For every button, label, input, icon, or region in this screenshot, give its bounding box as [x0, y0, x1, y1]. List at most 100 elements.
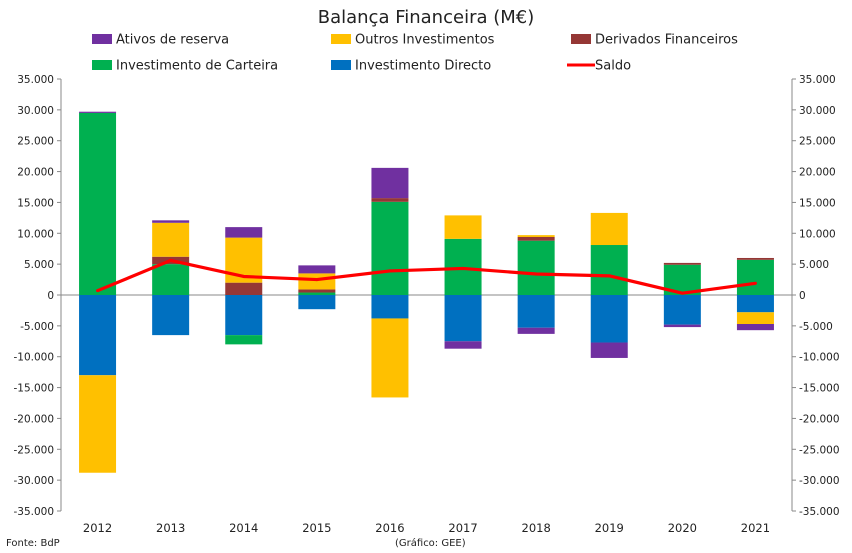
bar-outros-investimentos-2013: [152, 222, 190, 257]
y-tick-label-left: -20.000: [13, 413, 54, 425]
x-tick-label-2013: 2013: [156, 521, 185, 535]
bar-derivados-financeiros-2020: [663, 262, 701, 265]
x-tick-label-2019: 2019: [595, 521, 624, 535]
legend-label: Investimento de Carteira: [116, 59, 278, 74]
bar-investimento-de-carteira-2016: [371, 201, 409, 295]
y-tick-label-left: 0: [47, 290, 54, 302]
saldo-point-2016: [388, 269, 392, 273]
y-tick-label-right: 25.000: [799, 136, 836, 148]
x-tick-label-2018: 2018: [522, 521, 551, 535]
y-tick-label-left: 10.000: [17, 228, 54, 240]
bar-ativos-de-reserva-2021: [736, 324, 774, 331]
y-tick-label-left: 15.000: [17, 197, 54, 209]
bar-ativos-de-reserva-2018: [517, 327, 555, 334]
bar-investimento-directo-2018: [517, 295, 555, 328]
legend-swatch: [92, 34, 112, 44]
bar-derivados-financeiros-2021: [736, 257, 774, 260]
y-tick-label-left: -15.000: [13, 383, 54, 395]
legend-label: Outros Investimentos: [355, 33, 495, 48]
legend-swatch: [92, 60, 112, 70]
legend-swatch: [331, 34, 351, 44]
legend-item-derivados-financeiros: Derivados Financeiros: [571, 33, 738, 48]
bar-ativos-de-reserva-2012: [79, 111, 117, 113]
bar-investimento-directo-2019: [590, 295, 628, 343]
y-tick-label-right: 15.000: [799, 197, 836, 209]
saldo-point-2015: [315, 278, 319, 282]
legend-item-ativos-de-reserva: Ativos de reserva: [92, 33, 229, 48]
saldo-point-2014: [242, 274, 246, 278]
saldo-point-2013: [169, 258, 173, 262]
y-tick-label-right: 10.000: [799, 228, 836, 240]
bar-derivados-financeiros-2015: [298, 289, 336, 293]
bar-outros-investimentos-2019: [590, 212, 628, 246]
x-tick-label-2017: 2017: [448, 521, 477, 535]
bar-outros-investimentos-2017: [444, 215, 482, 239]
source-note: Fonte: BdP: [6, 538, 60, 549]
legend-label: Derivados Financeiros: [595, 33, 738, 48]
bar-investimento-directo-2020: [663, 295, 701, 325]
y-tick-label-right: -15.000: [799, 383, 840, 395]
y-tick-label-right: 5.000: [799, 259, 829, 271]
bar-outros-investimentos-2021: [736, 312, 774, 325]
bar-outros-investimentos-2012: [79, 375, 117, 473]
bar-investimento-directo-2021: [736, 295, 774, 313]
saldo-point-2019: [607, 274, 611, 278]
bars: [79, 111, 774, 473]
bar-ativos-de-reserva-2015: [298, 265, 336, 274]
chart-title: Balança Financeira (M€): [318, 7, 535, 28]
x-tick-label-2014: 2014: [229, 521, 258, 535]
bar-investimento-directo-2017: [444, 295, 482, 342]
legend-label: Saldo: [595, 59, 631, 74]
legend-item-investimento-de-carteira: Investimento de Carteira: [92, 59, 278, 74]
y-tick-label-right: -35.000: [799, 506, 840, 518]
x-tick-label-2016: 2016: [375, 521, 404, 535]
y-tick-label-left: 5.000: [24, 259, 54, 271]
y-tick-label-right: -25.000: [799, 444, 840, 456]
credit-note: (Gráfico: GEE): [395, 538, 466, 549]
y-tick-label-left: 20.000: [17, 167, 54, 179]
bar-investimento-de-carteira-2021: [736, 259, 774, 295]
y-tick-label-left: 25.000: [17, 136, 54, 148]
y-tick-label-left: -30.000: [13, 475, 54, 487]
legend-label: Ativos de reserva: [116, 33, 229, 48]
legend: Ativos de reserva Outros Investimentos Der…: [92, 33, 738, 74]
y-tick-label-right: -30.000: [799, 475, 840, 487]
bar-investimento-directo-2013: [152, 295, 190, 336]
y-tick-label-right: 35.000: [799, 74, 836, 86]
y-tick-label-right: 0: [799, 290, 806, 302]
legend-item-saldo: Saldo: [567, 59, 631, 74]
legend-swatch: [571, 34, 591, 44]
x-tick-label-2012: 2012: [83, 521, 112, 535]
saldo-point-2021: [753, 281, 757, 285]
legend-item-outros-investimentos: Outros Investimentos: [331, 33, 495, 48]
y-tick-label-left: -10.000: [13, 352, 54, 364]
bar-outros-investimentos-2018: [517, 235, 555, 237]
bar-derivados-financeiros-2018: [517, 236, 555, 241]
y-tick-label-left: -35.000: [13, 506, 54, 518]
bar-investimento-de-carteira-2014: [225, 335, 263, 345]
bar-ativos-de-reserva-2016: [371, 167, 409, 199]
y-tick-label-right: -20.000: [799, 413, 840, 425]
y-tick-label-left: -5.000: [20, 321, 54, 333]
bar-ativos-de-reserva-2020: [663, 324, 701, 328]
legend-label: Investimento Directo: [355, 59, 491, 74]
saldo-series-line: [96, 258, 756, 295]
bar-investimento-de-carteira-2018: [517, 240, 555, 295]
bar-outros-investimentos-2015: [298, 273, 336, 290]
y-tick-label-right: 30.000: [799, 105, 836, 117]
bar-investimento-de-carteira-2015: [298, 292, 336, 295]
y-tick-label-right: -10.000: [799, 352, 840, 364]
bar-investimento-directo-2012: [79, 295, 117, 376]
legend-item-investimento-directo: Investimento Directo: [331, 59, 491, 74]
y-tick-label-left: 30.000: [17, 105, 54, 117]
x-tick-label-2015: 2015: [302, 521, 331, 535]
bar-investimento-directo-2015: [298, 295, 336, 310]
bar-investimento-de-carteira-2013: [152, 264, 190, 295]
saldo-point-2012: [96, 289, 100, 293]
axes: 35.000 35.000 30.000 30.000 25.000 25.000 20.0…: [13, 74, 839, 518]
bar-ativos-de-reserva-2019: [590, 342, 628, 358]
saldo-point-2018: [534, 272, 538, 276]
bar-investimento-de-carteira-2012: [79, 112, 117, 295]
bar-derivados-financeiros-2014: [225, 282, 263, 295]
